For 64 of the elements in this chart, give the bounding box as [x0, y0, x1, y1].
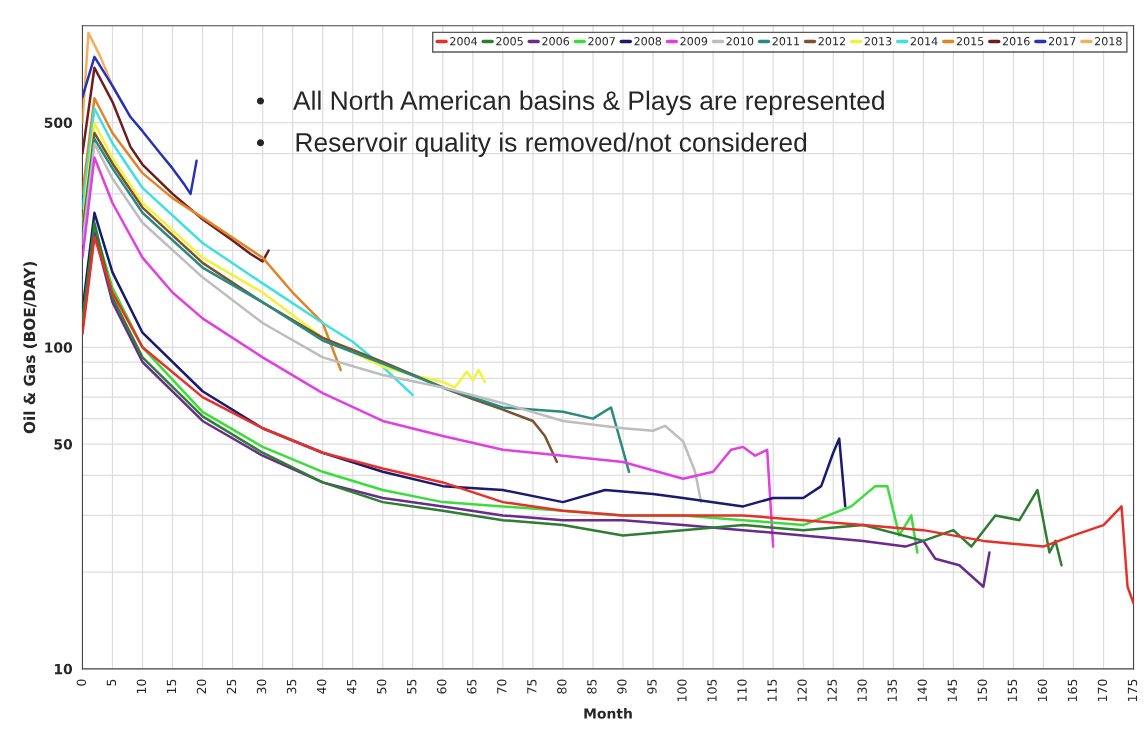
x-tick-label: 175 [1127, 679, 1138, 702]
x-tick-label: 170 [1097, 679, 1108, 702]
x-tick-label: 40 [316, 679, 327, 694]
x-tick-label: 130 [857, 679, 867, 702]
line-series [82, 235, 1134, 605]
x-tick-label: 65 [467, 679, 477, 694]
x-tick-label: 115 [767, 679, 777, 702]
x-tick-label: 100 [677, 679, 687, 702]
line-series [82, 66, 270, 263]
x-tick-label: 160 [1037, 679, 1048, 702]
x-tick-label: 145 [947, 679, 957, 702]
x-axis-title: Month [584, 707, 632, 719]
x-tick-label: 55 [407, 679, 417, 694]
y-tick-label: 100 [45, 342, 73, 353]
legend-label: 2009 [680, 37, 708, 46]
y-tick-label: 10 [54, 663, 73, 675]
legend-label: 2011 [772, 37, 800, 46]
legend-label: 2017 [1048, 37, 1076, 46]
x-tick-label: 140 [917, 679, 927, 702]
legend-label: 2015 [956, 37, 984, 46]
x-tick-label: 125 [827, 679, 837, 702]
x-tick-label: 80 [557, 679, 567, 694]
x-tick-label: 50 [376, 679, 387, 694]
x-tick-label: 25 [226, 679, 237, 694]
x-tick-label: 45 [347, 679, 357, 694]
legend-label: 2013 [864, 37, 892, 46]
legend-label: 2006 [542, 37, 570, 46]
line-series [82, 221, 1063, 567]
x-tick-label: 155 [1007, 679, 1018, 702]
y-axis-title: Oil & Gas (BOE/DAY) [23, 261, 38, 434]
annotation: • Reservoir quality is removed/not considered [256, 132, 807, 157]
x-tick-label: 10 [136, 679, 147, 694]
x-tick-label: 60 [436, 679, 447, 694]
x-tick-label: 20 [196, 679, 207, 694]
x-tick-label: 30 [256, 679, 267, 694]
x-tick-label: 15 [166, 679, 177, 694]
legend-label: 2007 [588, 37, 615, 46]
annotation: • All North American basins & Plays are represented [256, 90, 884, 116]
legend-label: 2008 [634, 37, 662, 46]
legend-label: 2004 [450, 37, 478, 46]
legend-label: 2012 [818, 37, 845, 46]
x-tick-label: 70 [497, 679, 507, 694]
x-tick-label: 90 [617, 679, 627, 694]
x-tick-label: 135 [887, 679, 897, 702]
x-tick-label: 75 [527, 679, 537, 694]
legend-label: 2016 [1002, 37, 1030, 46]
legend-label: 2018 [1094, 37, 1122, 46]
x-tick-label: 95 [647, 679, 657, 694]
legend-label: 2005 [496, 37, 523, 46]
x-tick-label: 165 [1067, 679, 1078, 702]
x-tick-label: 150 [977, 679, 988, 702]
y-tick-label: 500 [44, 117, 73, 128]
y-tick-label: 50 [54, 439, 73, 450]
x-tick-label: 85 [587, 679, 597, 694]
legend-label: 2014 [910, 37, 938, 46]
x-tick-label: 120 [797, 679, 807, 702]
x-tick-label: 5 [106, 679, 117, 686]
line-series [82, 55, 198, 196]
x-tick-label: 35 [286, 679, 297, 694]
x-tick-label: 0 [76, 679, 87, 686]
line-series [82, 156, 775, 548]
x-tick-label: 105 [707, 679, 717, 702]
x-tick-label: 110 [737, 679, 747, 702]
legend-label: 2010 [726, 37, 754, 46]
